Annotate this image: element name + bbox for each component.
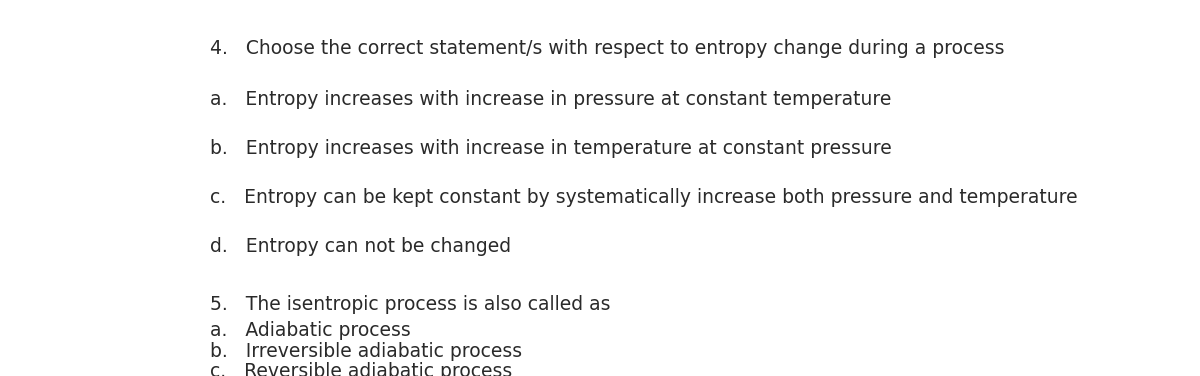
Text: a.   Adiabatic process: a. Adiabatic process [210,321,410,341]
Text: c.   Reversible adiabatic process: c. Reversible adiabatic process [210,362,512,376]
Text: b.   Irreversible adiabatic process: b. Irreversible adiabatic process [210,342,522,361]
Text: 5.   The isentropic process is also called as: 5. The isentropic process is also called… [210,295,611,314]
Text: b.   Entropy increases with increase in temperature at constant pressure: b. Entropy increases with increase in te… [210,139,892,158]
Text: c.   Entropy can be kept constant by systematically increase both pressure and t: c. Entropy can be kept constant by syste… [210,188,1078,207]
Text: a.   Entropy increases with increase in pressure at constant temperature: a. Entropy increases with increase in pr… [210,90,892,109]
Text: 4.   Choose the correct statement/s with respect to entropy change during a proc: 4. Choose the correct statement/s with r… [210,39,1004,59]
Text: d.   Entropy can not be changed: d. Entropy can not be changed [210,237,511,256]
